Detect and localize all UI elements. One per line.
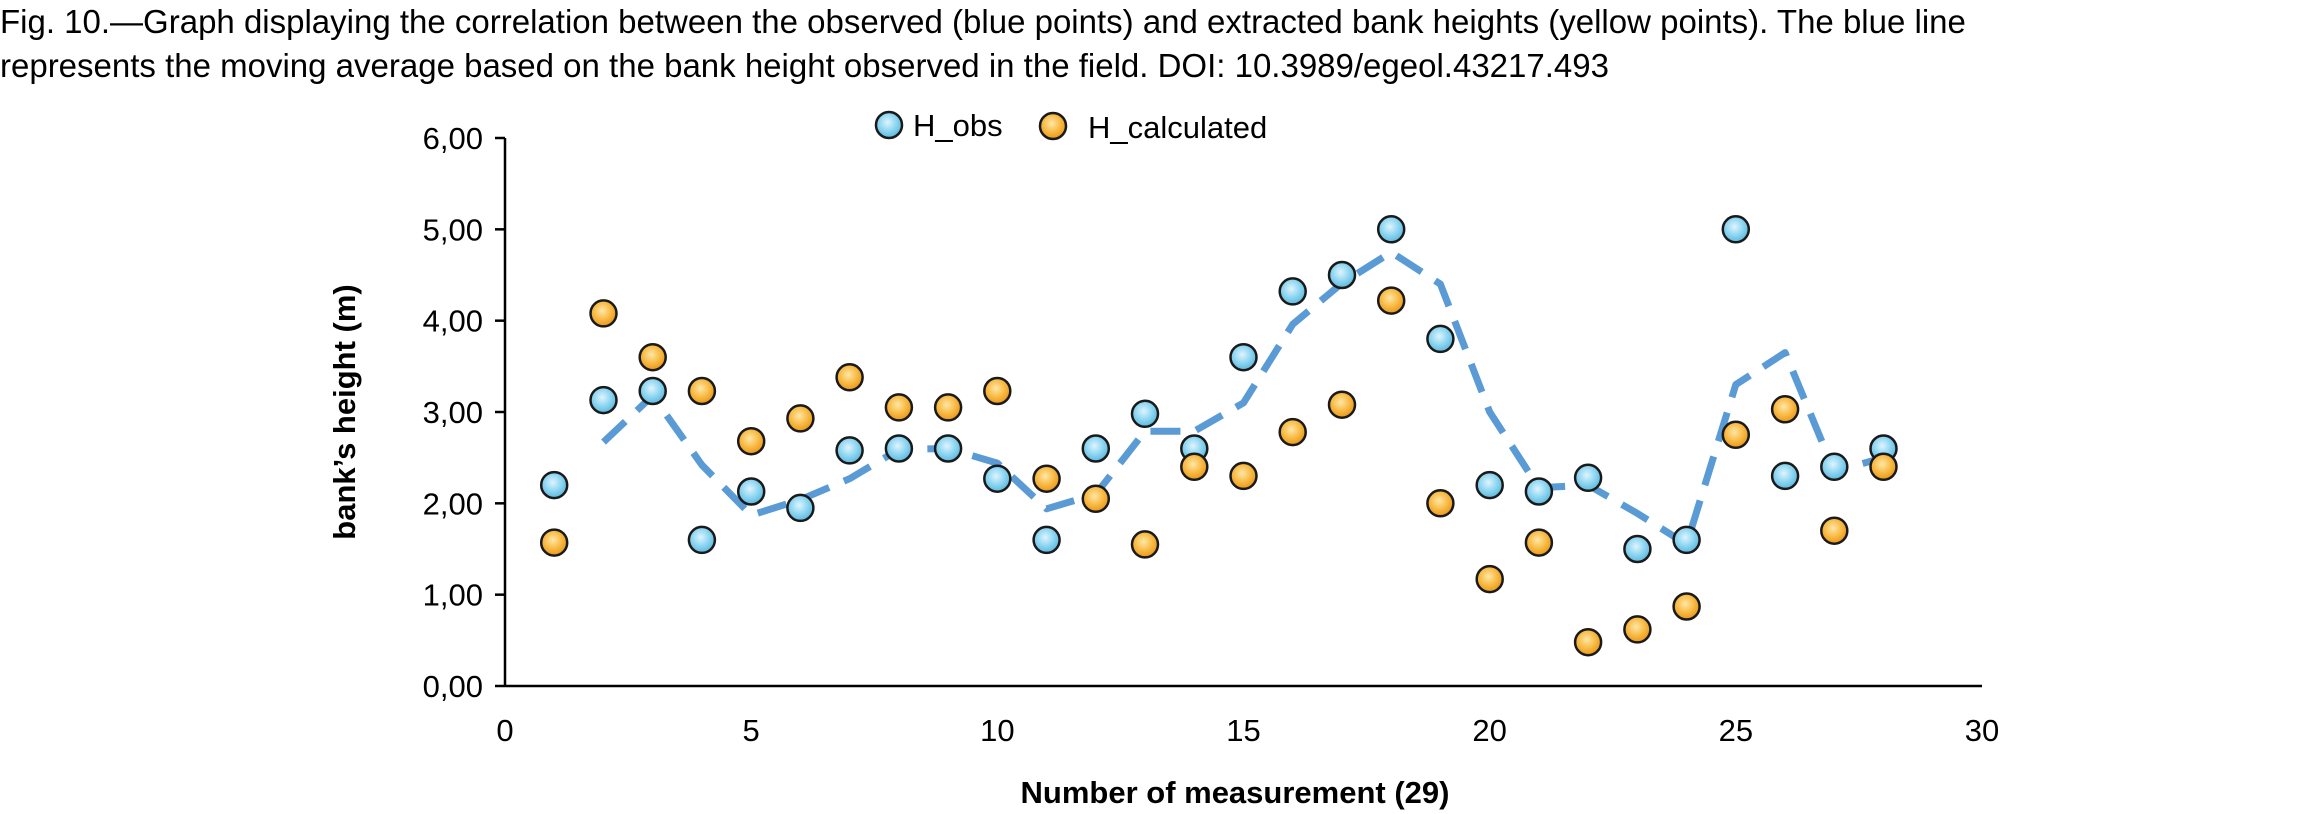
h-obs-point: [736, 477, 766, 506]
h-obs-point: [1278, 277, 1307, 306]
x-tick-label: 5: [743, 713, 760, 748]
caption-line-2: represents the moving average based on t…: [0, 47, 1609, 84]
points-layer: [539, 215, 1898, 657]
h-obs-point: [1770, 461, 1800, 491]
h-calculated-point: [983, 376, 1012, 406]
y-tick-label: 6,00: [423, 121, 483, 156]
moving-average-line: [601, 248, 1885, 548]
h-calculated-point: [1032, 464, 1061, 493]
h-obs-point: [1032, 525, 1061, 555]
h-obs-point: [1130, 399, 1160, 429]
h-calculated-point: [1623, 615, 1652, 644]
h-calculated-point: [638, 342, 667, 372]
axes-group: [503, 138, 1982, 688]
h-obs-point: [1672, 525, 1701, 555]
h-obs-point: [884, 434, 914, 463]
h-obs-point: [1426, 324, 1455, 354]
h-obs-point: [687, 525, 717, 555]
x-axis-title: Number of measurement (29): [1021, 775, 1450, 810]
legend-label-h-calculated: H_calculated: [1088, 110, 1267, 145]
h-obs-point: [835, 436, 864, 465]
h-obs-point: [1081, 434, 1111, 463]
h-calculated-point: [1081, 484, 1111, 514]
h-obs-point: [1524, 477, 1554, 506]
h-calculated-point: [1376, 286, 1406, 315]
legend-label-h-obs: H_obs: [913, 108, 1003, 143]
h-calculated-point: [1327, 390, 1357, 419]
h-calculated-point: [1820, 516, 1849, 545]
h-obs-point: [786, 493, 815, 523]
h-calculated-point: [1770, 395, 1800, 424]
h-calculated-point: [539, 528, 569, 557]
h-calculated-point: [1426, 489, 1455, 518]
legend-item-h-obs: H_obs: [874, 108, 1003, 143]
h-calculated-point: [835, 363, 864, 392]
y-tick-label: 2,00: [423, 486, 483, 521]
caption-line-1: Fig. 10.—Graph displaying the correlatio…: [0, 3, 1966, 40]
x-tick-label: 15: [1226, 713, 1260, 748]
h-obs-point: [1820, 452, 1849, 482]
h-obs-point: [638, 376, 667, 406]
h-calculated-point: [1524, 528, 1554, 557]
legend: H_obs H_calculated: [874, 108, 1267, 145]
y-tick-label: 3,00: [423, 395, 483, 430]
figure-caption: Fig. 10.—Graph displaying the correlatio…: [0, 0, 2324, 88]
h-calculated-point: [687, 376, 717, 406]
x-tick-label: 30: [1965, 713, 1999, 748]
h-calculated-point: [1229, 461, 1258, 491]
h-obs-point: [1573, 463, 1603, 493]
y-axis-title: bank’s height (m): [327, 284, 362, 539]
h-calculated-point: [1475, 564, 1504, 594]
h-obs-point: [933, 434, 963, 463]
h-calculated-point: [1721, 420, 1751, 450]
legend-marker-h-calculated: [1038, 111, 1068, 141]
h-obs-point: [589, 385, 618, 415]
h-calculated-point: [1672, 592, 1701, 621]
y-ticks: 0,00 1,00 2,00 3,00 4,00 5,00 6,00: [423, 121, 505, 704]
y-tick-label: 1,00: [423, 578, 483, 613]
h-calculated-point: [786, 404, 815, 433]
h-obs-point: [983, 464, 1012, 493]
h-obs-point: [1623, 534, 1652, 564]
h-calculated-point: [884, 393, 914, 422]
h-obs-point: [1721, 215, 1751, 244]
y-tick-label: 5,00: [423, 212, 483, 247]
h-calculated-point: [1278, 417, 1307, 447]
h-obs-point: [1376, 215, 1406, 244]
x-tick-label: 20: [1472, 713, 1506, 748]
y-tick-label: 4,00: [423, 304, 483, 339]
h-obs-point: [1229, 342, 1258, 372]
y-tick-label: 0,00: [423, 669, 483, 704]
x-tick-label: 10: [980, 713, 1014, 748]
h-calculated-point: [589, 299, 618, 328]
h-calculated-point: [1180, 452, 1209, 482]
h-calculated-point: [736, 426, 766, 456]
x-ticks: 0 5 10 15 20 25 30: [496, 713, 1999, 748]
x-tick-label: 0: [496, 713, 513, 748]
legend-marker-h-obs: [874, 110, 904, 140]
x-tick-label: 25: [1719, 713, 1753, 748]
h-obs-point: [1327, 260, 1357, 290]
h-calculated-point: [1869, 452, 1898, 482]
h-obs-point: [1475, 470, 1504, 500]
h-calculated-point: [1573, 627, 1603, 657]
legend-item-h-calculated: H_calculated: [1038, 110, 1267, 145]
h-calculated-point: [1130, 530, 1160, 559]
h-calculated-point: [933, 393, 963, 422]
h-obs-point: [539, 470, 569, 500]
